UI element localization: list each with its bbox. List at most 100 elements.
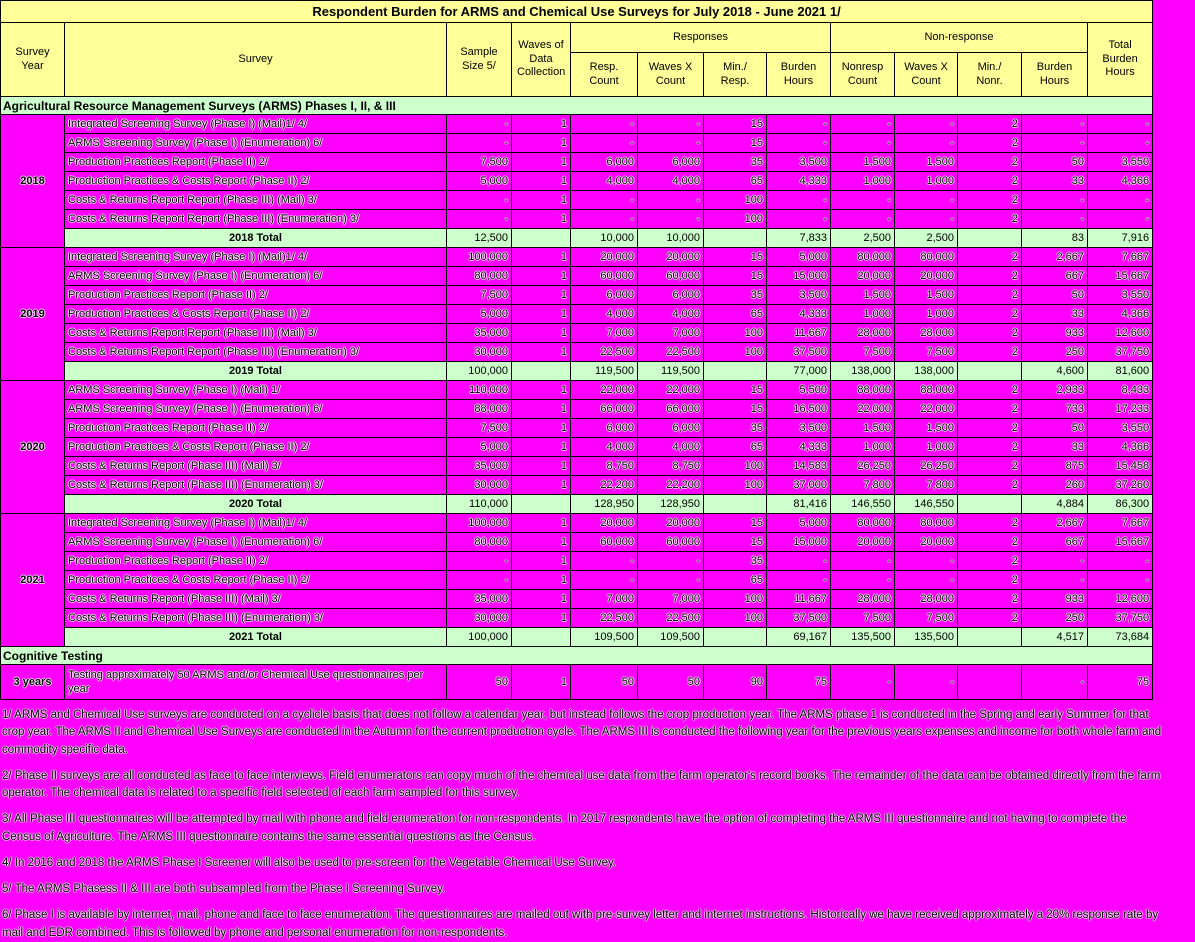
data-cell: 733 xyxy=(1021,399,1088,419)
data-cell: 2 xyxy=(957,608,1022,628)
year-label: 2020 xyxy=(0,380,65,514)
data-cell: 88,000 xyxy=(830,380,895,400)
data-cell: 2 xyxy=(957,532,1022,552)
data-cell: 2 xyxy=(957,323,1022,343)
respondent-burden-table: Respondent Burden for ARMS and Chemical … xyxy=(0,0,1154,700)
data-cell: 1 xyxy=(511,152,571,172)
data-cell: 3,550 xyxy=(1086,418,1154,438)
survey-name: Production Practices & Costs Report (Pha… xyxy=(64,570,447,590)
total-cell: 128,950 xyxy=(570,494,638,514)
data-cell: 15 xyxy=(703,513,767,533)
total-cell: 10,000 xyxy=(637,228,704,248)
data-cell: 15 xyxy=(703,399,767,419)
section-header: Cognitive Testing xyxy=(0,646,1154,665)
data-cell: 37,260 xyxy=(1086,475,1154,495)
data-cell: 7,000 xyxy=(570,323,638,343)
col-header-nonresp-burden-hours: Burden Hours xyxy=(1021,52,1088,97)
data-cell: - xyxy=(1021,133,1088,153)
data-cell: 1 xyxy=(511,190,571,210)
table-row: Costs & Returns Report Report (Phase III… xyxy=(1,190,1154,210)
data-cell: 1 xyxy=(511,513,571,533)
data-cell: - xyxy=(446,570,512,590)
year-total-label: 2021 Total xyxy=(64,627,447,647)
data-cell: - xyxy=(830,133,895,153)
data-cell: 60,000 xyxy=(570,266,638,286)
data-cell: 2,667 xyxy=(1021,513,1088,533)
total-cell: 86,300 xyxy=(1086,494,1154,514)
data-cell: - xyxy=(637,190,704,210)
data-cell: 1 xyxy=(511,304,571,324)
data-cell: 26,250 xyxy=(830,456,895,476)
data-cell: 1,000 xyxy=(894,437,958,457)
data-cell: 20,000 xyxy=(570,247,638,267)
survey-name: ARMS Screening Survey (Phase I) (Enumera… xyxy=(64,266,447,286)
data-cell: 4,000 xyxy=(637,171,704,191)
table-row: 2020 ARMS Screening Survey (Phase I) (Mai… xyxy=(0,380,1154,514)
data-cell: 875 xyxy=(1021,456,1088,476)
data-cell: - xyxy=(637,114,704,134)
data-cell: 11,667 xyxy=(766,589,831,609)
total-cell xyxy=(957,494,1022,514)
survey-name: Production Practices & Costs Report (Pha… xyxy=(64,171,447,191)
col-header-min-resp: Min./ Resp. xyxy=(703,52,767,97)
data-cell: 2 xyxy=(957,133,1022,153)
data-cell: 1 xyxy=(511,209,571,229)
data-cell: 50 xyxy=(1021,418,1088,438)
data-cell: 6,000 xyxy=(570,418,638,438)
col-header-nonresp-waves-x-count: Waves X Count xyxy=(894,52,958,97)
data-cell: 3,550 xyxy=(1086,285,1154,305)
data-cell: - xyxy=(570,551,638,571)
data-cell: 60,000 xyxy=(570,532,638,552)
table-row: Costs & Returns Report (Phase III) (Enum… xyxy=(1,475,1154,495)
data-cell: 1,500 xyxy=(894,418,958,438)
data-cell: 1,500 xyxy=(894,152,958,172)
total-cell xyxy=(957,228,1022,248)
data-cell: 66,000 xyxy=(637,399,704,419)
data-cell: 667 xyxy=(1021,266,1088,286)
table-row: Production Practices Report (Phase II) 2… xyxy=(1,551,1154,571)
data-cell: 1 xyxy=(511,475,571,495)
data-cell: 33 xyxy=(1021,437,1088,457)
col-header-resp-count: Resp. Count xyxy=(570,52,638,97)
total-cell: 7,916 xyxy=(1086,228,1154,248)
data-cell: - xyxy=(1086,114,1154,134)
survey-name: Costs & Returns Report (Phase III) (Mail… xyxy=(64,456,447,476)
data-cell: 2 xyxy=(957,551,1022,571)
col-header-resp-waves-x-count: Waves X Count xyxy=(637,52,704,97)
data-cell: 15 xyxy=(703,247,767,267)
table-title: Respondent Burden for ARMS and Chemical … xyxy=(0,0,1154,23)
data-cell: - xyxy=(894,209,958,229)
total-cell xyxy=(511,494,571,514)
data-cell: 2 xyxy=(957,418,1022,438)
data-cell: 7,800 xyxy=(830,475,895,495)
year-label: 3 years xyxy=(0,664,65,700)
data-cell: 15,000 xyxy=(766,532,831,552)
footnote: 1/ ARMS and Chemical Use surveys are con… xyxy=(2,709,1162,756)
data-cell: 37,000 xyxy=(766,475,831,495)
data-cell: 28,000 xyxy=(830,323,895,343)
table-row: ARMS Screening Survey (Phase I) (Enumera… xyxy=(1,399,1154,419)
data-cell: 1 xyxy=(511,133,571,153)
data-cell: 100,000 xyxy=(446,247,512,267)
data-cell: - xyxy=(1086,190,1154,210)
data-cell: - xyxy=(894,570,958,590)
total-cell: 2,500 xyxy=(830,228,895,248)
survey-name: Production Practices Report (Phase II) 2… xyxy=(64,285,447,305)
data-cell: 7,000 xyxy=(570,589,638,609)
data-cell: 16,500 xyxy=(766,399,831,419)
data-cell: 2 xyxy=(957,589,1022,609)
survey-name: Costs & Returns Report (Phase III) (Enum… xyxy=(64,475,447,495)
data-cell: 7,667 xyxy=(1086,513,1154,533)
data-cell: 15 xyxy=(703,133,767,153)
data-cell: - xyxy=(1086,551,1154,571)
data-cell: 7,000 xyxy=(637,589,704,609)
data-cell: 6,000 xyxy=(570,152,638,172)
data-cell: - xyxy=(894,551,958,571)
data-cell: 1 xyxy=(511,323,571,343)
total-cell: 138,000 xyxy=(830,361,895,381)
data-cell: 15,667 xyxy=(1086,532,1154,552)
data-cell: 2 xyxy=(957,456,1022,476)
total-cell: 2,500 xyxy=(894,228,958,248)
data-cell: 22,200 xyxy=(570,475,638,495)
data-cell: 30,000 xyxy=(446,342,512,362)
